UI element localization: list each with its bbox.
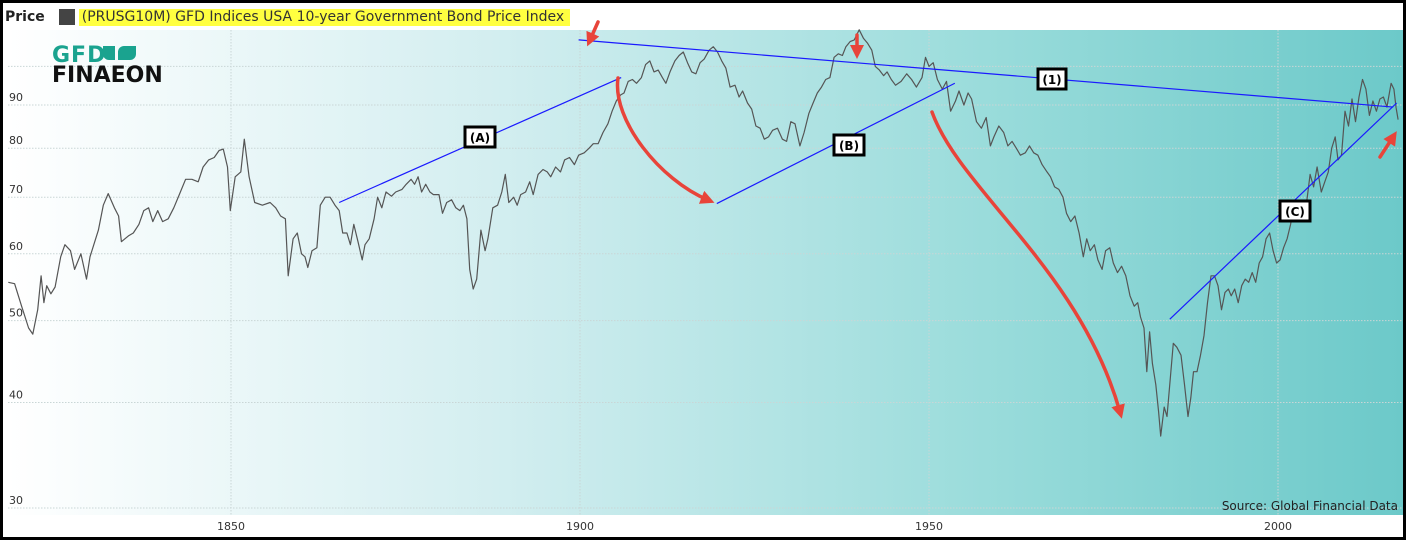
trend-line [578,39,1394,108]
source-note: Source: Global Financial Data [1222,499,1398,513]
chart-plot: 30 40 50 60 70 80 90 1850 1900 1950 2000 GFD FINA… [8,20,1403,533]
gfd-finaeon-logo: GFD FINAEON [52,43,163,88]
logo-leaf-icon [103,46,115,60]
svg-text:(B): (B) [839,139,859,153]
x-tick-label: 2000 [1264,520,1292,533]
arrow-decline-1 [615,76,715,204]
arrow-decline-2 [930,110,1125,419]
series-swatch [58,9,75,25]
y-tick-label: 90 [9,91,23,104]
chart-legend: Price (PRUSG10M) GFD Indices USA 10-year… [5,7,571,27]
svg-text:(1): (1) [1042,73,1061,87]
y-tick-label: 60 [9,240,23,253]
chart-frame: Price (PRUSG10M) GFD Indices USA 10-year… [3,3,1403,537]
svg-text:(C): (C) [1285,205,1305,219]
logo-bottom-text: FINAEON [52,63,163,88]
plot-background [8,30,1403,515]
annotation-label-b: (B) [832,133,866,157]
y-axis-ticks: 30 40 50 60 70 80 90 [9,91,23,507]
x-tick-label: 1850 [217,520,245,533]
y-tick-label: 30 [9,494,23,507]
logo-leaf-icon [118,46,136,60]
arrow-top-1900 [586,20,600,47]
red-arrows [586,20,1397,419]
annotation-label-1: (1) [1036,67,1068,91]
svg-text:(A): (A) [470,131,490,145]
y-tick-label: 50 [9,307,23,320]
series-name[interactable]: (PRUSG10M) GFD Indices USA 10-year Gover… [78,8,571,26]
annotation-label-a: (A) [463,125,497,149]
y-tick-label: 40 [9,388,23,401]
x-axis-ticks: 1850 1900 1950 2000 [217,520,1292,533]
y-tick-label: 80 [9,134,23,147]
annotation-label-c: (C) [1278,199,1312,223]
y-tick-label: 70 [9,183,23,196]
x-tick-label: 1900 [566,520,594,533]
x-tick-label: 1950 [915,520,943,533]
series-line [8,29,1399,437]
arrow-up-end [1378,131,1397,159]
logo-top-text: GFD [52,43,106,68]
y-axis-title: Price [5,9,45,25]
